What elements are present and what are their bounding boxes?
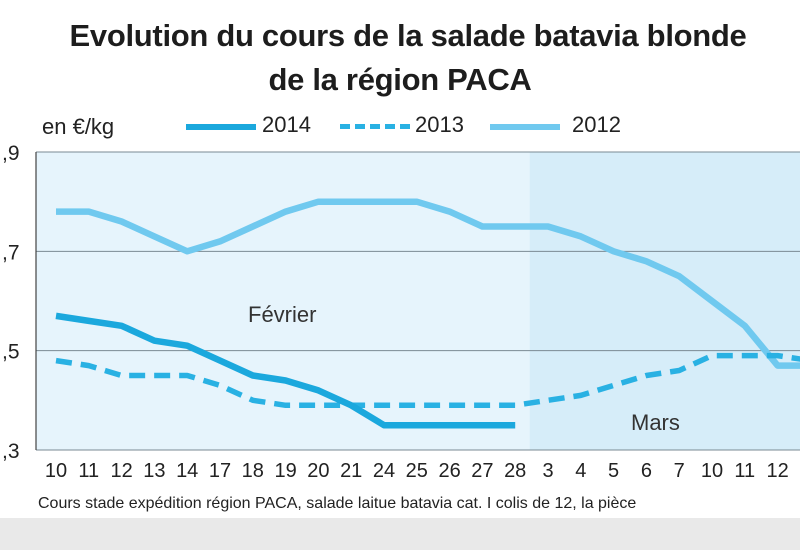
x-tick-label: 25 (406, 460, 428, 482)
x-tick-label: 17 (209, 460, 231, 482)
x-tick-label: 12 (766, 460, 788, 482)
band-label-fevrier: Février (248, 302, 316, 327)
x-tick-label: 7 (674, 460, 685, 482)
x-tick-label: 21 (340, 460, 362, 482)
x-tick-label: 11 (734, 460, 755, 482)
x-tick-label: 11 (78, 460, 99, 482)
x-tick-label: 20 (307, 460, 329, 482)
y-axis-unit-label: en €/kg (42, 114, 115, 139)
legend-swatch-2012 (490, 124, 560, 130)
x-tick-label: 3 (542, 460, 553, 482)
x-tick-label: 13 (143, 460, 165, 482)
chart-plot: ,9 ,7 ,5 ,3 Février Mars 10 11 12 13 14 17 18 19 20 21 2… (2, 142, 800, 482)
chart-title-line2: de la région PACA (268, 62, 532, 97)
x-tick-label: 10 (701, 460, 723, 482)
legend-swatch-2014 (186, 124, 256, 130)
x-tick-label: 12 (110, 460, 132, 482)
band-label-mars: Mars (631, 410, 680, 435)
footnote: Cours stade expédition région PACA, sala… (38, 495, 637, 512)
x-tick-label: 5 (608, 460, 619, 482)
y-tick-label: ,7 (2, 241, 20, 264)
x-tick-label: 24 (373, 460, 395, 482)
x-tick-label: 19 (274, 460, 296, 482)
band-mars (529, 152, 800, 450)
x-tick-label: 6 (641, 460, 652, 482)
legend-label-2013: 2013 (415, 112, 464, 137)
y-tick-label: ,5 (2, 341, 20, 364)
x-tick-label: 10 (45, 460, 67, 482)
chart-title: Evolution du cours de la salade batavia … (69, 18, 747, 53)
x-tick-label: 4 (575, 460, 586, 482)
y-tick-label: ,9 (2, 142, 20, 165)
x-tick-label: 28 (504, 460, 526, 482)
x-tick-label: 14 (176, 460, 198, 482)
band-fevrier (36, 152, 530, 450)
x-tick-label: 26 (438, 460, 460, 482)
x-tick-label: 18 (242, 460, 264, 482)
y-tick-label: ,3 (2, 440, 20, 463)
x-tick-label: 27 (471, 460, 493, 482)
legend-label-2012: 2012 (572, 112, 621, 137)
bottom-strip (0, 518, 800, 550)
legend-label-2014: 2014 (262, 112, 311, 137)
legend-swatch-2013 (340, 124, 410, 129)
